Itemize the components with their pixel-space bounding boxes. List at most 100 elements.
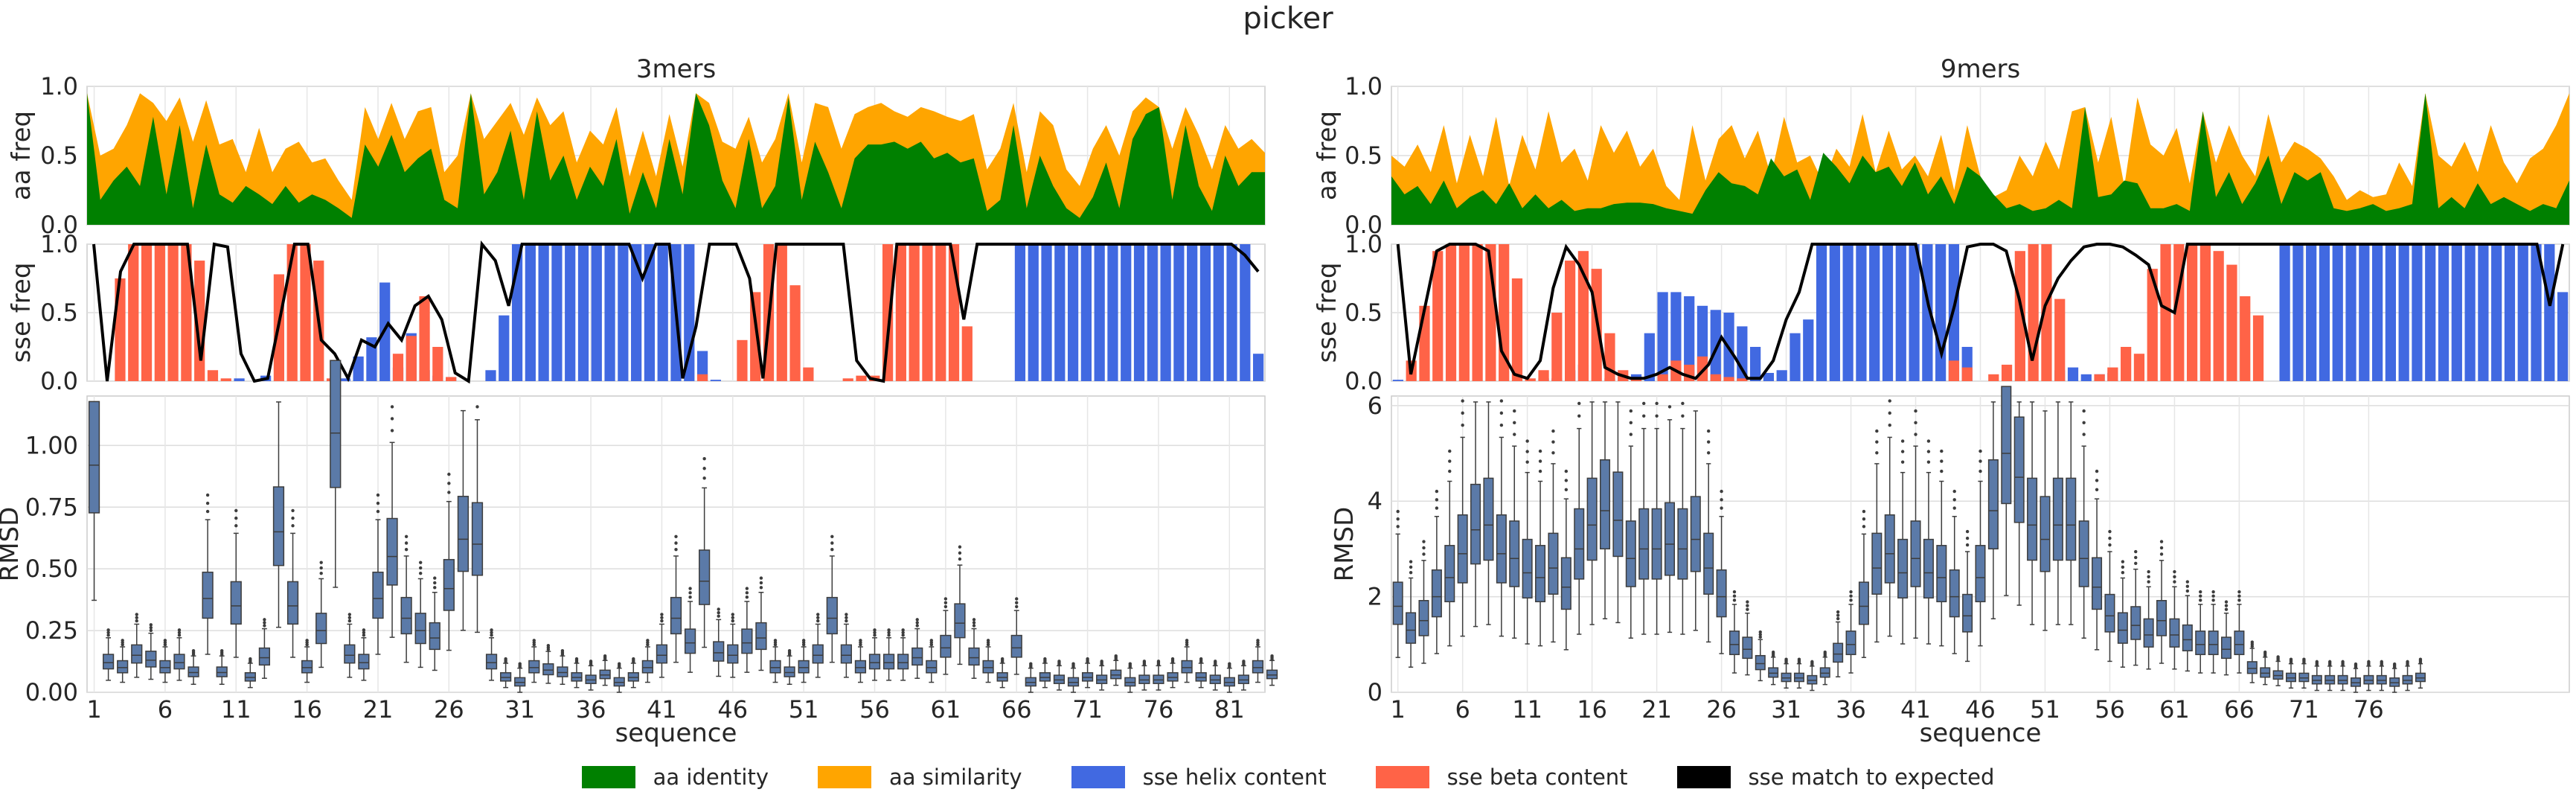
beta-bar xyxy=(392,354,404,381)
outlier xyxy=(1979,459,1982,463)
box-body xyxy=(1252,660,1264,674)
aa-y-tick-label: 0.0 xyxy=(1345,211,1382,239)
helix-bar xyxy=(657,244,668,381)
x-tick-label: 56 xyxy=(2095,695,2125,724)
rmsd-box xyxy=(2001,386,2012,596)
box-body xyxy=(2182,624,2193,651)
outlier xyxy=(1926,450,1931,453)
box-body xyxy=(996,671,1008,682)
rmsd-box xyxy=(2350,662,2361,693)
outlier xyxy=(532,639,536,642)
helix-bar xyxy=(2293,244,2304,381)
helix-bar xyxy=(2332,244,2343,381)
outlier xyxy=(2211,598,2215,602)
rmsd-box xyxy=(1910,409,1921,639)
helix-bar xyxy=(1133,244,1145,381)
box-body xyxy=(1457,514,1468,584)
outlier xyxy=(1655,401,1659,406)
rmsd-box xyxy=(272,401,285,628)
rmsd-box xyxy=(358,628,370,681)
outlier xyxy=(404,541,408,545)
outlier xyxy=(1667,405,1672,409)
rmsd-box xyxy=(2311,660,2322,692)
outlier xyxy=(2095,469,2099,473)
outlier xyxy=(1732,594,1737,598)
outlier xyxy=(2108,529,2112,534)
rmsd-y-tick-label: 0 xyxy=(1368,678,1382,706)
outlier xyxy=(305,639,309,642)
helix-bar xyxy=(1199,244,1211,381)
helix-bar xyxy=(1763,372,1775,381)
y-axis-label: aa freq xyxy=(7,111,36,200)
helix-bar xyxy=(2412,244,2423,381)
box-body xyxy=(784,666,795,677)
beta-bar xyxy=(1419,305,1430,381)
outlier xyxy=(149,625,153,630)
box-body xyxy=(400,596,412,635)
helix-bar xyxy=(1173,244,1185,381)
rmsd-box xyxy=(1081,657,1094,689)
outlier xyxy=(2173,575,2176,578)
box-body xyxy=(88,400,100,514)
outlier xyxy=(660,616,664,619)
helix-bar xyxy=(604,244,615,381)
rmsd-box xyxy=(471,405,484,633)
outlier xyxy=(191,649,196,653)
box-body xyxy=(386,517,398,586)
box-body xyxy=(443,558,455,611)
outlier xyxy=(901,633,905,637)
beta-bar xyxy=(1432,251,1444,381)
box-body xyxy=(230,581,242,625)
beta-bar xyxy=(2054,299,2066,381)
helix-bar xyxy=(499,315,510,381)
rmsd-box xyxy=(2234,590,2245,674)
outlier xyxy=(2185,584,2190,588)
outlier xyxy=(2173,580,2176,584)
rmsd-box xyxy=(840,613,852,678)
rmsd-box xyxy=(1483,401,1494,625)
rmsd-box xyxy=(202,493,214,655)
rmsd-box xyxy=(117,639,129,683)
beta-bar xyxy=(286,244,298,381)
helix-bar xyxy=(2464,244,2476,381)
outlier xyxy=(717,614,720,618)
box-body xyxy=(2078,520,2089,587)
outlier xyxy=(2418,657,2423,661)
rmsd-box xyxy=(968,618,980,679)
box-body xyxy=(940,634,952,658)
beta-bar xyxy=(1472,244,1483,381)
sse-y-tick-label: 0.0 xyxy=(1345,367,1382,395)
rmsd-box xyxy=(1522,439,1533,645)
box-body xyxy=(1845,631,1856,656)
box-body xyxy=(1586,477,1598,561)
helix-bar xyxy=(1094,244,1105,381)
x-tick-label: 31 xyxy=(504,695,535,724)
outlier xyxy=(475,405,479,409)
beta-bar xyxy=(1577,251,1589,381)
figure-title: picker xyxy=(1243,1,1333,36)
outlier xyxy=(447,472,451,476)
box-body xyxy=(557,666,568,677)
outlier xyxy=(2082,432,2086,436)
box-body xyxy=(699,549,711,605)
box-body xyxy=(372,571,384,619)
box-body xyxy=(1742,636,1753,660)
rmsd-box xyxy=(457,409,470,631)
outlier xyxy=(1771,650,1775,654)
rmsd-box xyxy=(1509,409,1520,639)
beta-bar xyxy=(2147,269,2158,381)
outlier xyxy=(1128,662,1132,665)
box-body xyxy=(812,644,824,664)
x-tick-label: 71 xyxy=(1072,695,1103,724)
outlier xyxy=(1199,657,1203,661)
outlier xyxy=(2134,549,2138,554)
outlier xyxy=(816,619,820,623)
rmsd-box xyxy=(443,472,455,651)
box-body xyxy=(1690,496,1701,572)
box-body xyxy=(1716,569,1727,618)
outlier xyxy=(2237,594,2241,598)
outlier xyxy=(1706,451,1711,455)
rmsd-box xyxy=(1457,399,1468,637)
box-body xyxy=(2169,618,2180,648)
rmsd-box xyxy=(1728,590,1740,674)
